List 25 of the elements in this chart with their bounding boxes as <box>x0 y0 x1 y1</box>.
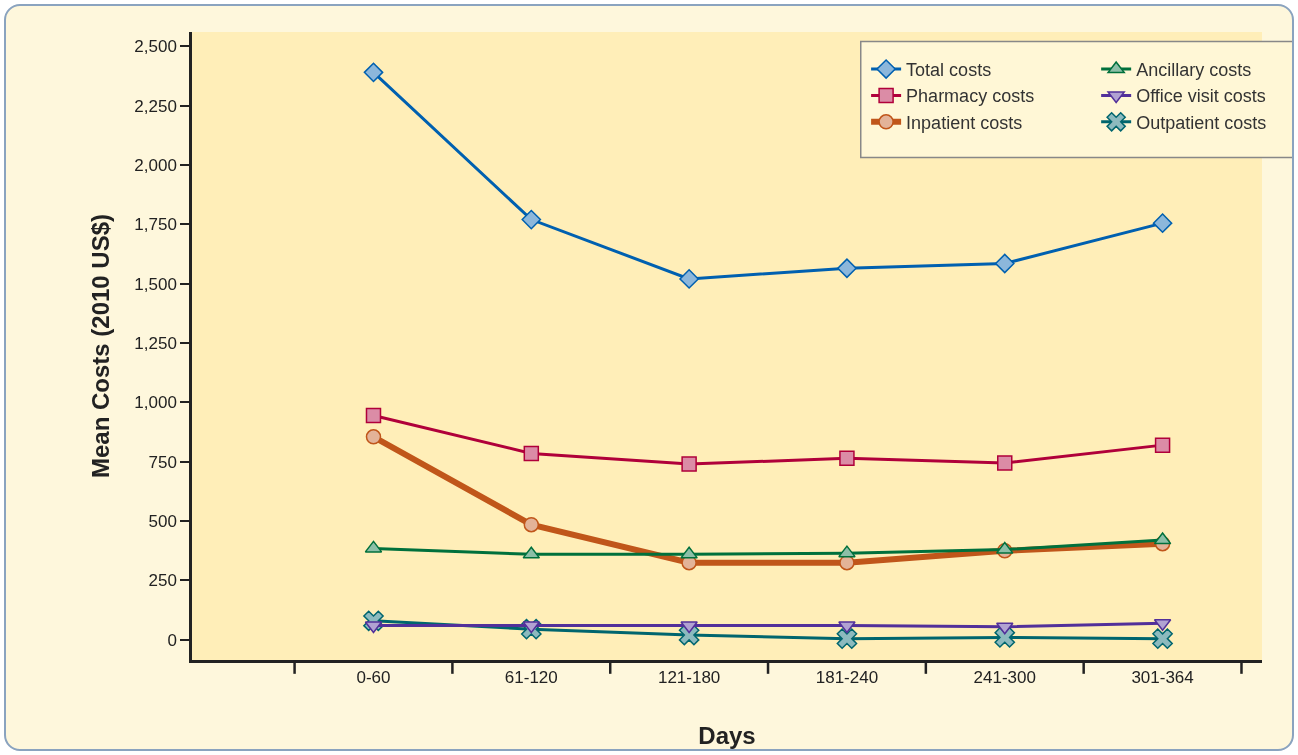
legend-label: Outpatient costs <box>1136 112 1267 133</box>
y-tick-label: 1,750 <box>134 215 177 235</box>
y-tick-label: 0 <box>167 630 177 650</box>
y-tick-label: 250 <box>148 571 177 591</box>
y-tick-label: 1,500 <box>134 274 177 294</box>
y-tick-label: 750 <box>148 452 177 472</box>
x-tick-label: 0-60 <box>356 668 391 688</box>
y-tick-label: 1,000 <box>134 393 177 413</box>
y-tick-label: 1,250 <box>134 333 177 353</box>
legend-label: Total costs <box>906 60 992 81</box>
x-tick-label: 61-120 <box>504 668 558 688</box>
x-tick-label: 181-240 <box>815 668 879 688</box>
x-tick-label: 301-364 <box>1131 668 1194 688</box>
legend-label: Office visit costs <box>1136 86 1266 107</box>
x-axis-title: Days <box>698 721 756 749</box>
x-tick-label: 241-300 <box>973 668 1036 688</box>
y-tick-label: 2,500 <box>134 37 177 57</box>
legend-label: Pharmacy costs <box>906 86 1035 107</box>
legend-label: Ancillary costs <box>1136 60 1252 81</box>
y-axis-title: Mean Costs (2010 US$) <box>87 213 115 479</box>
y-tick-label: 2,250 <box>134 96 177 116</box>
y-tick-label: 500 <box>148 512 177 532</box>
x-tick-label: 121-180 <box>657 668 721 688</box>
y-tick-label: 2,000 <box>134 155 177 175</box>
legend-label: Inpatient costs <box>906 112 1023 133</box>
